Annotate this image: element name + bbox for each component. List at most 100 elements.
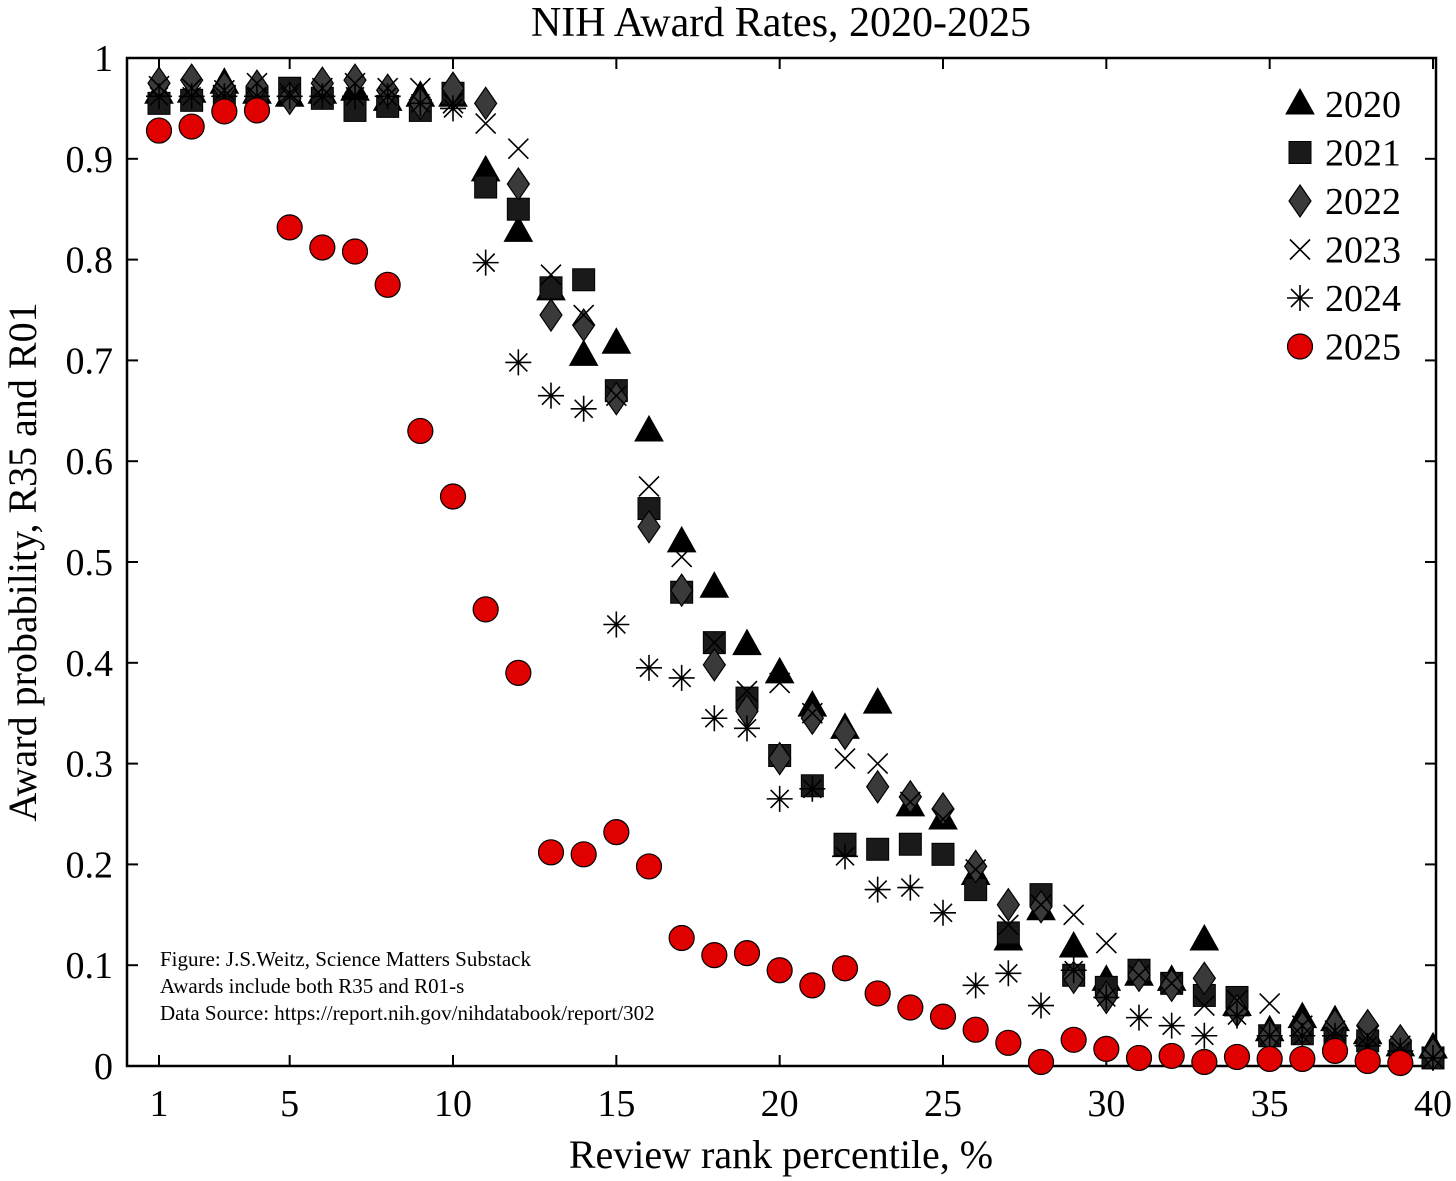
point-2020: [1189, 923, 1220, 951]
point-2023: [769, 672, 791, 694]
y-tick-label: 0.2: [66, 844, 114, 886]
point-2024: [668, 664, 695, 691]
legend-item-2022: 2022: [1288, 181, 1401, 223]
point-2021: [506, 197, 530, 221]
point-2024: [1158, 1012, 1185, 1039]
point-2023: [867, 753, 889, 775]
point-2024: [342, 83, 368, 110]
point-2024: [799, 775, 826, 802]
point-2025: [831, 955, 859, 982]
point-2025: [472, 596, 499, 623]
chart-title: NIH Award Rates, 2020-2025: [531, 0, 1031, 46]
point-2024: [1093, 984, 1120, 1011]
point-2024: [374, 83, 401, 110]
x-tick-label: 30: [1087, 1083, 1125, 1125]
point-2022: [506, 166, 531, 202]
point-2025: [897, 994, 924, 1021]
point-2020: [601, 327, 632, 354]
point-2024: [897, 874, 924, 901]
point-2023: [475, 112, 497, 135]
point-2024: [538, 382, 564, 409]
annotation-line: Figure: J.S.Weitz, Science Matters Subst…: [160, 947, 531, 971]
x-axis-label: Review rank percentile, %: [569, 1132, 993, 1177]
point-2025: [799, 972, 826, 999]
point-2024: [1354, 1032, 1381, 1059]
point-2021: [898, 832, 922, 856]
point-2021: [866, 837, 890, 861]
x-tick-label: 40: [1414, 1083, 1452, 1125]
point-2023: [1128, 964, 1150, 986]
point-2024: [276, 83, 303, 110]
point-2024: [505, 349, 532, 376]
point-2025: [537, 839, 565, 866]
point-2023: [736, 680, 758, 702]
plot-frame: [125, 56, 1438, 1068]
legend: 2020 2021 2022 2023 2024 2025: [1285, 84, 1401, 369]
legend-item-2024: 2024: [1287, 278, 1401, 320]
point-2023: [932, 808, 954, 830]
point-2023: [703, 632, 725, 654]
point-2022: [800, 701, 825, 736]
point-2023: [1193, 994, 1215, 1017]
y-tick-label: 0.7: [66, 340, 114, 382]
point-2024: [962, 972, 989, 999]
legend-marker-2025: [1286, 333, 1314, 360]
point-2024: [995, 960, 1022, 987]
point-2023: [409, 77, 431, 99]
x-tick-label: 10: [434, 1083, 472, 1125]
point-2020: [666, 525, 697, 553]
y-tick-label: 0.1: [66, 945, 114, 987]
point-2023: [1030, 894, 1052, 916]
point-2025: [635, 853, 663, 880]
y-tick-label: 0.6: [66, 441, 114, 483]
point-2023: [540, 264, 562, 286]
point-2024: [178, 83, 205, 110]
point-2025: [1223, 1043, 1251, 1071]
point-2025: [1158, 1042, 1185, 1070]
legend-item-2025: 2025: [1286, 327, 1401, 369]
point-2022: [702, 647, 727, 682]
point-2023: [801, 702, 823, 724]
y-tick-label: 0.4: [66, 643, 114, 685]
point-2024: [1126, 1004, 1152, 1031]
point-2025: [505, 659, 532, 686]
point-2020: [1058, 931, 1089, 958]
point-2024: [1060, 957, 1087, 984]
y-axis-label: Award probability, R35 and R01: [0, 302, 45, 821]
point-2021: [474, 175, 498, 199]
point-2022: [865, 769, 890, 804]
point-2020: [503, 215, 534, 242]
point-2021: [931, 842, 955, 866]
point-2025: [570, 841, 597, 868]
legend-marker-2021: [1288, 141, 1312, 164]
legend-label-2022: 2022: [1325, 181, 1401, 223]
legend-marker-2023: [1289, 238, 1311, 261]
point-2025: [766, 957, 793, 984]
point-2025: [1387, 1049, 1414, 1077]
point-2024: [766, 785, 793, 812]
legend-label-2021: 2021: [1325, 133, 1401, 175]
point-2024: [864, 876, 891, 903]
point-2024: [309, 83, 336, 110]
point-2025: [439, 483, 467, 510]
legend-item-2021: 2021: [1288, 133, 1401, 175]
point-2022: [767, 741, 792, 776]
point-2024: [146, 83, 172, 110]
point-2024: [832, 843, 858, 870]
legend-item-2020: 2020: [1285, 84, 1401, 126]
point-2025: [1289, 1045, 1316, 1073]
point-2020: [634, 414, 664, 442]
point-2022: [1192, 961, 1217, 996]
point-2025: [243, 97, 271, 124]
point-2025: [145, 117, 173, 144]
series-2024: [146, 83, 1446, 1071]
point-2024: [1191, 1022, 1218, 1049]
legend-marker-2020: [1285, 87, 1315, 115]
legend-label-2024: 2024: [1325, 278, 1401, 320]
x-tick-label: 35: [1251, 1083, 1289, 1125]
y-tick-label: 0.5: [66, 542, 114, 584]
series-2023: [148, 72, 1444, 1069]
point-2023: [605, 385, 627, 407]
point-2025: [407, 417, 434, 445]
